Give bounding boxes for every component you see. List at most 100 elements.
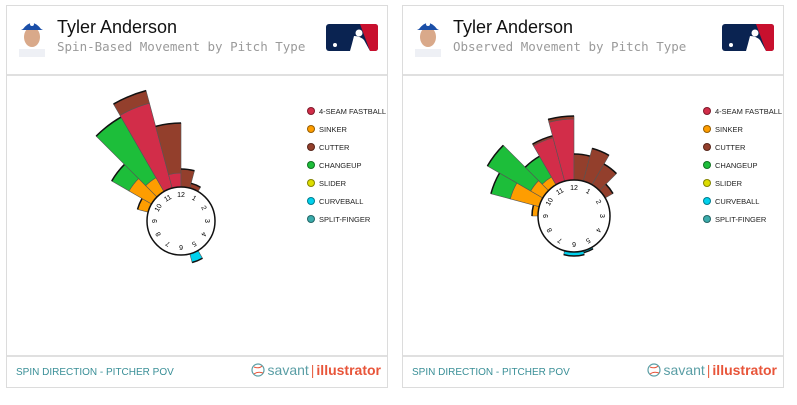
- legend-item[interactable]: CUTTER: [307, 138, 386, 156]
- legend-dot: [703, 197, 711, 205]
- legend-dot: [703, 161, 711, 169]
- clock-label: 2: [199, 205, 207, 212]
- chart-subtitle: Spin-Based Movement by Pitch Type: [57, 39, 306, 54]
- clock-label: 1: [584, 188, 591, 196]
- legend-label: CUTTER: [319, 142, 350, 152]
- clock-label: 3: [598, 214, 605, 218]
- clock-label: 7: [557, 236, 564, 244]
- clock-label: 7: [165, 239, 172, 247]
- wedge-outer-edge: [591, 147, 610, 157]
- clock-label: 12: [177, 192, 185, 199]
- clock-label: 10: [545, 197, 555, 207]
- wedge-outer-edge: [190, 182, 201, 188]
- clock-label: 9: [152, 219, 159, 223]
- clock-label: 4: [199, 230, 207, 237]
- legend-label: SINKER: [715, 124, 743, 134]
- brand-illustrator: illustrator: [712, 362, 777, 378]
- clock-label: 8: [546, 226, 554, 233]
- legend-item[interactable]: CHANGEUP: [307, 156, 386, 174]
- wedge-outer-edge: [155, 122, 182, 128]
- player-name: Tyler Anderson: [453, 17, 574, 37]
- wedge-outer-edge: [191, 257, 203, 264]
- legend-item[interactable]: 4-SEAM FASTBALL: [703, 102, 782, 120]
- legend-label: SPLIT-FINGER: [715, 214, 767, 224]
- clock-label: 9: [543, 214, 550, 218]
- clock-label: 3: [203, 219, 210, 223]
- legend-label: 4-SEAM FASTBALL: [715, 106, 783, 116]
- panel-footer: SPIN DIRECTION - PITCHER POV savant | illu…: [7, 355, 387, 387]
- clock-face: [537, 179, 611, 253]
- legend-item[interactable]: CURVEBALL: [703, 192, 782, 210]
- legend-item[interactable]: SPLIT-FINGER: [307, 210, 386, 228]
- legend-dot: [307, 179, 315, 187]
- legend-item[interactable]: SLIDER: [307, 174, 386, 192]
- wedge-outer-edge: [563, 253, 585, 257]
- clock-label: 4: [594, 226, 602, 233]
- legend-item[interactable]: 4-SEAM FASTBALL: [307, 102, 386, 120]
- clock-label: 11: [555, 187, 565, 197]
- clock-label: 6: [179, 243, 183, 250]
- legend-label: CUTTER: [715, 142, 746, 152]
- legend-dot: [307, 125, 315, 133]
- legend-dot: [703, 215, 711, 223]
- clock-label: 12: [570, 185, 578, 192]
- panel-header: Tyler Anderson Spin-Based Movement by Pi…: [7, 6, 387, 76]
- clock-label: 10: [154, 203, 164, 213]
- mlb-logo: [722, 24, 774, 51]
- wedge-outer-edge: [547, 115, 575, 121]
- legend-dot: [307, 107, 315, 115]
- panel-footer: SPIN DIRECTION - PITCHER POV savant | illu…: [403, 355, 783, 387]
- legend-label: CURVEBALL: [715, 196, 760, 206]
- clock-label: 2: [594, 199, 602, 206]
- legend-label: SLIDER: [715, 178, 743, 188]
- baseball-icon: [250, 363, 265, 377]
- legend-item[interactable]: CURVEBALL: [307, 192, 386, 210]
- legend-label: CHANGEUP: [715, 160, 758, 170]
- clock-label: 5: [584, 236, 591, 244]
- legend-label: SPLIT-FINGER: [319, 214, 371, 224]
- legend-item[interactable]: CHANGEUP: [703, 156, 782, 174]
- savant-illustrator-logo[interactable]: savant | illustrator: [250, 362, 381, 378]
- brand-savant: savant: [663, 362, 705, 378]
- legend-label: SINKER: [319, 124, 347, 134]
- savant-illustrator-logo[interactable]: savant | illustrator: [646, 362, 777, 378]
- legend-label: CHANGEUP: [319, 160, 362, 170]
- legend-dot: [307, 143, 315, 151]
- wedge-outer-edge: [605, 183, 614, 194]
- legend-dot: [703, 107, 711, 115]
- legend-item[interactable]: CUTTER: [703, 138, 782, 156]
- legend-dot: [307, 197, 315, 205]
- legend-item[interactable]: SLIDER: [703, 174, 782, 192]
- legend: 4-SEAM FASTBALL SINKER CUTTER CHANGEUP SLIDE…: [307, 102, 386, 228]
- clock-label: 1: [190, 195, 197, 203]
- legend-label: SLIDER: [319, 178, 347, 188]
- legend-dot: [703, 179, 711, 187]
- legend-dot: [307, 215, 315, 223]
- legend-item[interactable]: SINKER: [307, 120, 386, 138]
- wedge-outer-edge: [113, 89, 147, 105]
- brand-savant: savant: [267, 362, 309, 378]
- wedge-outer-edge: [180, 168, 195, 172]
- clock-label: 5: [190, 239, 197, 247]
- wedge-outer-edge: [486, 144, 504, 167]
- wedge-outer-edge: [603, 163, 617, 175]
- legend-dot: [703, 143, 711, 151]
- legend-label: CURVEBALL: [319, 196, 364, 206]
- legend-item[interactable]: SINKER: [703, 120, 782, 138]
- clock-label: 6: [572, 240, 576, 247]
- player-name: Tyler Anderson: [57, 17, 178, 37]
- player-headshot: [415, 22, 441, 57]
- panel-observed: Tyler Anderson Observed Movement by Pitc…: [402, 5, 784, 388]
- brand-illustrator: illustrator: [316, 362, 381, 378]
- legend-item[interactable]: SPLIT-FINGER: [703, 210, 782, 228]
- legend-label: 4-SEAM FASTBALL: [319, 106, 387, 116]
- player-headshot: [19, 22, 45, 57]
- clock-label: 8: [155, 230, 163, 237]
- panel-spin-based: Tyler Anderson Spin-Based Movement by Pi…: [6, 5, 388, 388]
- legend-dot: [703, 125, 711, 133]
- legend: 4-SEAM FASTBALL SINKER CUTTER CHANGEUP SLIDE…: [703, 102, 782, 228]
- baseball-icon: [646, 363, 661, 377]
- clock-label: 11: [163, 194, 173, 204]
